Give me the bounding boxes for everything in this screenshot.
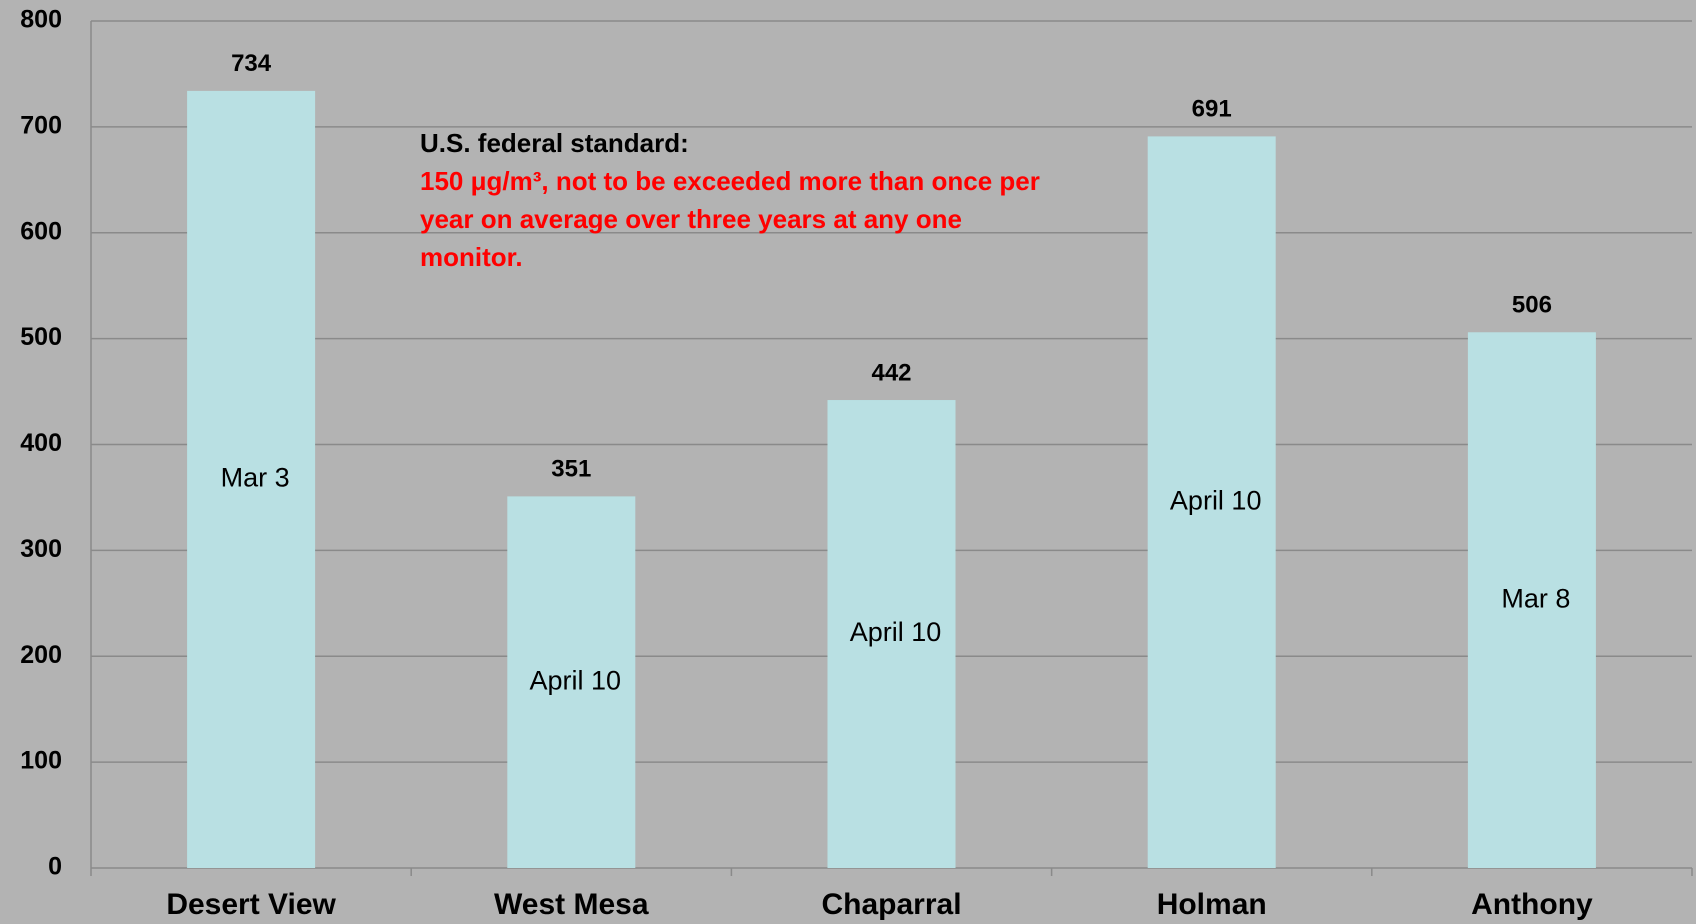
y-tick-label: 700 (20, 111, 62, 139)
date-label: April 10 (1170, 485, 1262, 515)
y-tick-label: 500 (20, 323, 62, 351)
bar (187, 90, 316, 868)
x-tick-label: Anthony (1471, 888, 1593, 921)
annotation: U.S. federal standard: 150 μg/m³, not to… (420, 124, 1040, 276)
y-tick-label: 300 (20, 535, 62, 563)
y-tick-label: 600 (20, 217, 62, 245)
data-label: 351 (551, 456, 591, 483)
data-label: 442 (871, 359, 911, 386)
x-tick-label: Chaparral (821, 888, 961, 921)
bar (1467, 332, 1596, 869)
bar (1147, 136, 1276, 868)
bar (507, 496, 636, 868)
y-tick-label: 800 (20, 6, 62, 34)
y-tick-label: 0 (48, 853, 62, 881)
data-label: 734 (231, 50, 272, 77)
x-tick-label: Holman (1157, 888, 1267, 921)
date-label: Mar 3 (221, 463, 290, 493)
data-label: 691 (1192, 96, 1232, 123)
x-tick-label: Desert View (166, 888, 336, 921)
annotation-text: 150 μg/m³, not to be exceeded more than … (420, 166, 1040, 272)
y-tick-label: 200 (20, 641, 62, 669)
date-label: April 10 (850, 617, 942, 647)
annotation-title: U.S. federal standard: (420, 128, 689, 158)
y-tick-label: 100 (20, 747, 62, 775)
y-tick-label: 400 (20, 429, 62, 457)
x-tick-label: West Mesa (494, 888, 649, 921)
date-label: April 10 (530, 665, 622, 695)
date-label: Mar 8 (1501, 583, 1570, 613)
data-label: 506 (1512, 292, 1552, 319)
bar (827, 400, 956, 868)
